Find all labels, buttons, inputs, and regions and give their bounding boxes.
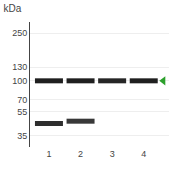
svg-text:130: 130 [12,62,27,72]
svg-text:35: 35 [17,131,27,141]
svg-text:100: 100 [12,76,27,86]
svg-text:2: 2 [78,149,83,159]
svg-text:4: 4 [141,149,146,159]
svg-text:250: 250 [12,28,27,38]
svg-text:55: 55 [17,107,27,117]
svg-text:70: 70 [17,95,27,105]
svg-text:3: 3 [110,149,115,159]
svg-text:kDa: kDa [4,3,22,14]
svg-text:1: 1 [46,149,51,159]
